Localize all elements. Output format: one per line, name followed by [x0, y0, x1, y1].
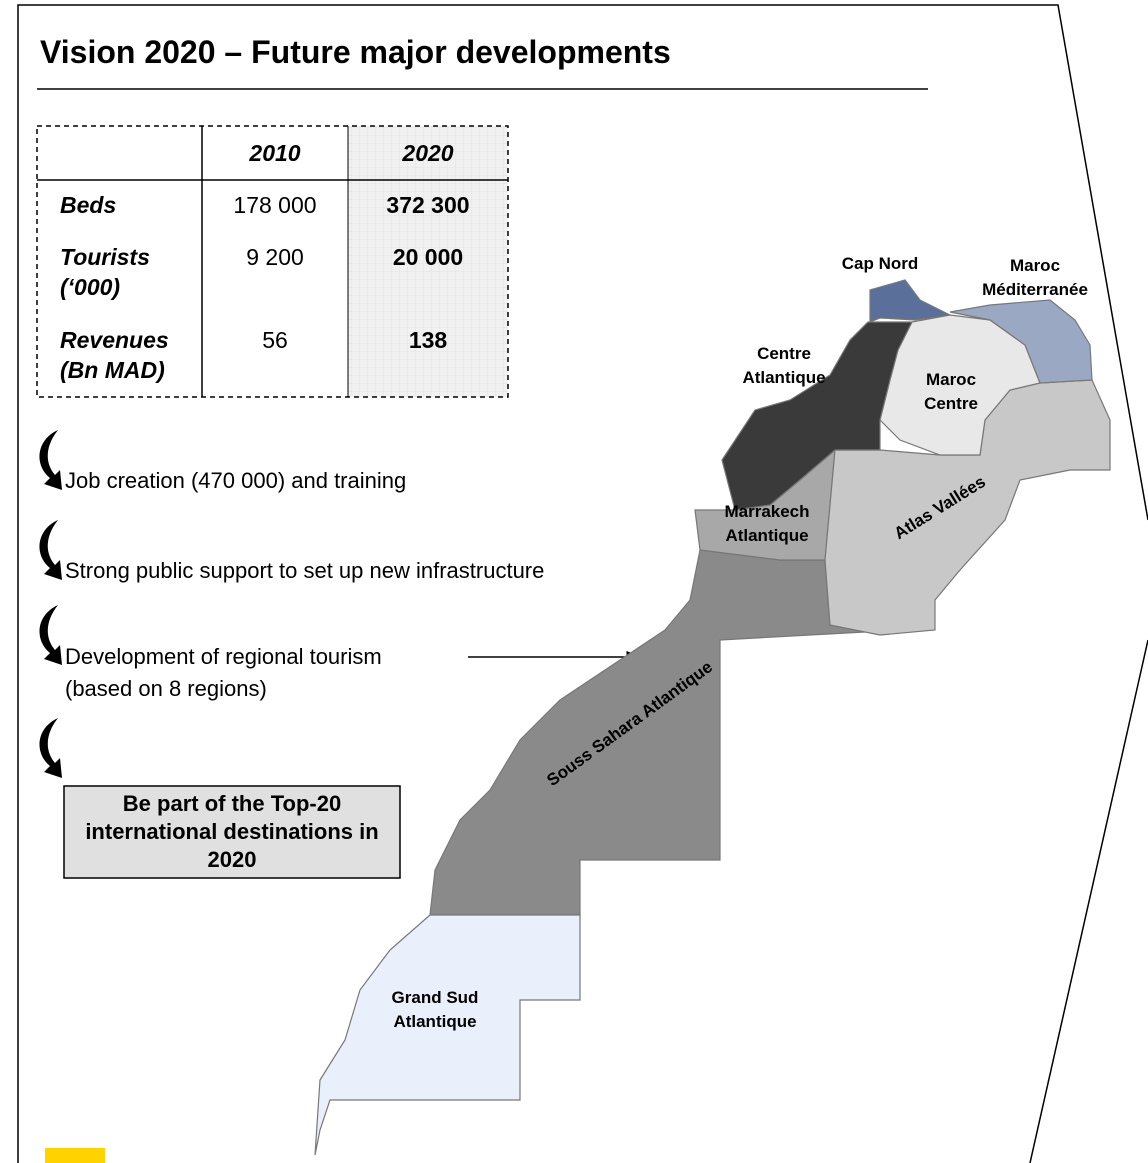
- region-label: Cap Nord: [841, 254, 919, 273]
- row-label: Beds: [60, 192, 117, 218]
- region-label: Maroc Centre: [924, 370, 978, 413]
- table-header: 2020: [402, 140, 454, 166]
- table-border: [36, 125, 509, 398]
- bullet-text: Strong public support to set up new infr…: [65, 558, 545, 583]
- curved-arrow: [39, 520, 62, 580]
- table-cell: 9 200: [246, 244, 304, 270]
- region-centre-atlantique: [721, 321, 913, 511]
- region-label: Grand Sud Atlantique: [391, 988, 479, 1031]
- region-label: Marrakech Atlantique: [724, 502, 810, 545]
- region-label: Centre Atlantique: [742, 344, 826, 387]
- row-label: Revenues (Bn MAD): [60, 327, 169, 383]
- bullet-text: Development of regional tourism: [65, 644, 382, 669]
- region-souss: [429, 549, 866, 916]
- curved-arrow: [39, 430, 62, 490]
- bullet-text: (based on 8 regions): [65, 676, 267, 701]
- region-cap-nord: [869, 279, 952, 323]
- row-label: Tourists (‘000): [60, 244, 150, 300]
- curved-arrow: [39, 605, 62, 665]
- callout-box: [63, 785, 401, 879]
- bullet-arrows: [39, 430, 62, 778]
- table-header: 2010: [249, 140, 301, 166]
- region-label: Maroc Méditerranée: [982, 256, 1088, 299]
- title: Vision 2020 – Future major developments: [40, 34, 671, 70]
- region-grand-sud: [314, 914, 581, 1156]
- table-cell: 178 000: [233, 192, 317, 218]
- bullet-text: Job creation (470 000) and training: [65, 468, 407, 493]
- table-cell: 20 000: [392, 244, 464, 270]
- table-cell: 138: [408, 327, 448, 353]
- highlight-column: [348, 126, 508, 397]
- map: [314, 279, 1111, 1156]
- region-mediterranee: [949, 299, 1093, 384]
- table-cell: 372 300: [386, 192, 470, 218]
- slide-border: [17, 4, 1148, 1163]
- accent-bar: [45, 1148, 105, 1163]
- table-cell: 56: [262, 327, 288, 353]
- curved-arrow: [39, 718, 62, 778]
- callout-text: Be part of the Top-20 international dest…: [85, 791, 379, 872]
